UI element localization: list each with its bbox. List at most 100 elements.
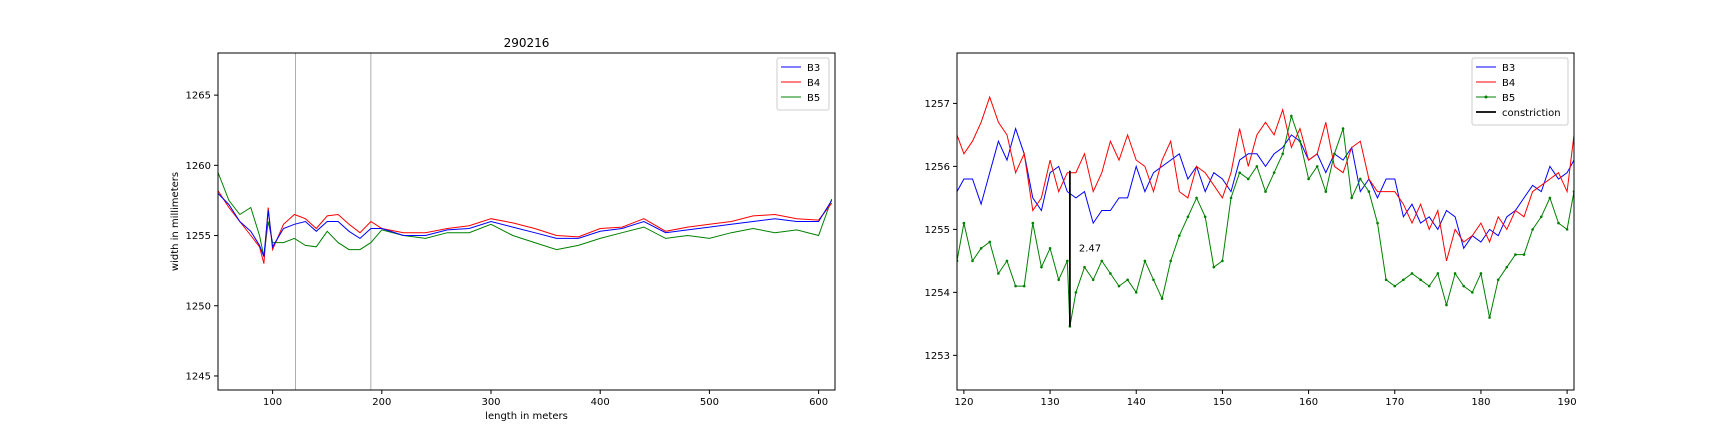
series-point-b5 — [1436, 272, 1440, 275]
series-line-b4 — [218, 190, 833, 264]
series-point-b5 — [1479, 272, 1483, 275]
series-point-b5 — [1384, 278, 1388, 282]
series-point-b5 — [1255, 165, 1259, 168]
x-tick-label: 400 — [591, 397, 610, 408]
series-point-b5 — [1548, 196, 1552, 200]
series-point-b5 — [1514, 253, 1517, 256]
series-point-b5 — [1410, 272, 1414, 275]
series-point-b5 — [1341, 127, 1345, 130]
series-point-b5 — [1246, 177, 1250, 181]
legend-label: B5 — [1502, 93, 1515, 104]
series-point-b5 — [1496, 278, 1500, 282]
y-tick-label: 1265 — [186, 91, 211, 102]
series-point-b5 — [1160, 297, 1164, 300]
y-tick-label: 1257 — [925, 99, 950, 110]
series-point-b5 — [1281, 152, 1285, 156]
series-point-b5 — [1134, 291, 1138, 294]
series-point-b5 — [1462, 284, 1465, 288]
series-line-b3 — [218, 193, 833, 257]
series-point-b5 — [1471, 291, 1474, 294]
series-point-b5 — [1014, 284, 1017, 288]
x-tick-label: 100 — [263, 397, 282, 408]
x-tick-label: 200 — [372, 397, 391, 408]
series-point-b5 — [1117, 284, 1121, 288]
legend-label: B3 — [1502, 63, 1515, 74]
series-point-b5 — [1402, 278, 1405, 282]
x-tick-label: 120 — [954, 397, 973, 408]
series-point-b5 — [1358, 177, 1362, 181]
legend-marker — [1484, 95, 1488, 99]
x-axis-label: length in meters — [485, 411, 568, 422]
legend-box — [1471, 57, 1569, 126]
x-tick-label: 190 — [1558, 397, 1577, 408]
x-tick-label: 150 — [1213, 397, 1232, 408]
x-tick-label: 160 — [1299, 397, 1318, 408]
series-line-b5 — [218, 172, 833, 257]
x-tick-label: 170 — [1385, 397, 1404, 408]
series-point-b5 — [1212, 265, 1216, 269]
y-tick-label: 1245 — [186, 371, 211, 382]
legend-label: constriction — [1502, 108, 1561, 119]
series-point-b5 — [1333, 152, 1336, 156]
series-point-b5 — [1109, 272, 1112, 275]
right-chart-panel: 2.47 120 130 140 150 160 170 180 190 1253 1254 125… — [925, 52, 1577, 408]
series-point-b5 — [1203, 215, 1207, 219]
right-plot-frame — [956, 52, 1575, 391]
series-line-b3 — [957, 126, 1574, 250]
series-point-b5 — [1152, 278, 1155, 282]
series-point-b5 — [1453, 272, 1457, 275]
series-point-b5 — [1169, 259, 1173, 263]
x-tick-label: 130 — [1041, 397, 1060, 408]
series-point-b5 — [1221, 259, 1224, 263]
chart-title: 290216 — [504, 36, 550, 50]
legend-label: B5 — [807, 93, 820, 104]
series-point-b5 — [1272, 171, 1276, 174]
series-point-b5 — [1195, 196, 1198, 200]
series-point-b5 — [1100, 259, 1104, 263]
series-point-b5 — [1427, 284, 1431, 288]
series-point-b5 — [1091, 278, 1095, 282]
y-tick-label: 1254 — [925, 288, 950, 299]
series-point-b5 — [1126, 278, 1129, 282]
x-tick-label: 600 — [809, 397, 828, 408]
series-point-b5 — [1393, 284, 1397, 288]
series-point-b5 — [1376, 221, 1379, 225]
series-point-b5 — [1264, 190, 1267, 193]
series-point-b5 — [1178, 234, 1181, 237]
series-point-b5 — [1531, 228, 1534, 231]
y-tick-label: 1255 — [925, 225, 950, 236]
series-point-b5 — [1040, 265, 1043, 269]
series-point-b5 — [1186, 215, 1190, 219]
series-point-b5 — [979, 246, 983, 250]
series-point-b5 — [1057, 278, 1060, 282]
series-point-b5 — [1290, 114, 1293, 118]
series-point-b5 — [1419, 278, 1422, 282]
series-point-b5 — [1565, 228, 1569, 231]
series-line-b4 — [957, 95, 1574, 262]
legend-label: B3 — [807, 63, 820, 74]
series-point-b5 — [1066, 259, 1069, 263]
left-plot-frame — [217, 52, 836, 391]
series-point-b5 — [962, 221, 966, 225]
series-point-b5 — [1005, 259, 1009, 263]
y-tick-label: 1255 — [186, 231, 211, 242]
series-point-b5 — [1048, 246, 1052, 250]
x-tick-label: 500 — [700, 397, 719, 408]
series-point-b5 — [971, 259, 974, 263]
y-tick-label: 1260 — [186, 161, 211, 172]
series-point-b5 — [1229, 196, 1233, 200]
series-point-b5 — [1505, 265, 1509, 269]
x-tick-label: 180 — [1471, 397, 1490, 408]
constriction-value-label: 2.47 — [1079, 243, 1101, 254]
y-tick-label: 1253 — [925, 351, 950, 362]
series-point-b5 — [1522, 253, 1526, 256]
series-point-b5 — [1031, 221, 1035, 225]
y-axis-label: width in millimeters — [170, 172, 181, 271]
x-tick-label: 300 — [481, 397, 500, 408]
series-point-b5 — [1022, 284, 1026, 288]
series-point-b5 — [1488, 316, 1491, 319]
left-legend: B3 B4 B5 — [776, 57, 830, 111]
series-point-b5 — [1074, 291, 1078, 294]
x-tick-label: 140 — [1127, 397, 1146, 408]
